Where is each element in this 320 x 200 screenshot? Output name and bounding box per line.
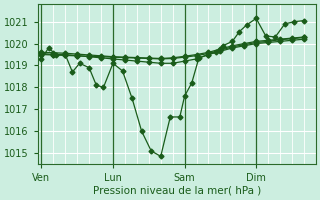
X-axis label: Pression niveau de la mer( hPa ): Pression niveau de la mer( hPa ) bbox=[93, 186, 261, 196]
